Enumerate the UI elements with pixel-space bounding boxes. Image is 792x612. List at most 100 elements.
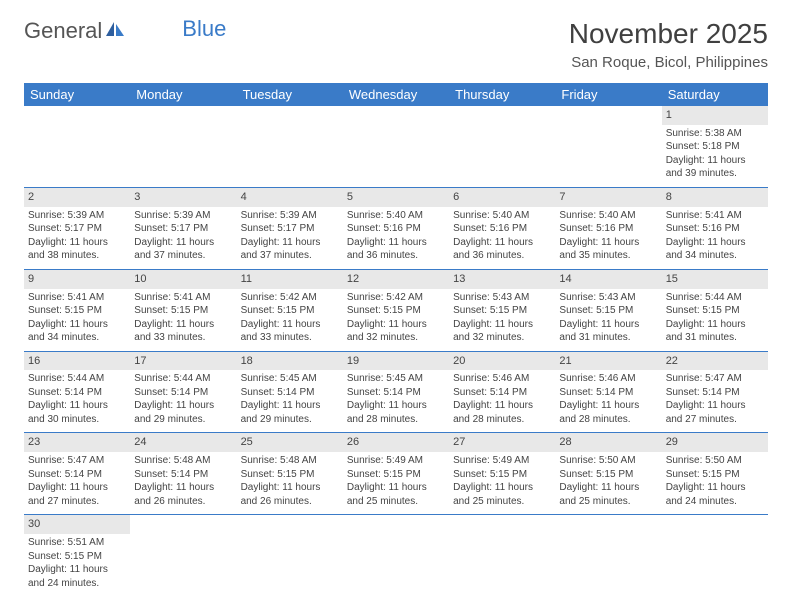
- daylight-text: Daylight: 11 hours and 37 minutes.: [134, 236, 232, 263]
- daylight-text: Daylight: 11 hours and 24 minutes.: [28, 563, 126, 590]
- day-number: 2: [24, 188, 130, 207]
- calendar-cell: 27 Sunrise: 5:49 AMSunset: 5:15 PMDayligh…: [449, 433, 555, 515]
- sunrise-text: Sunrise: 5:38 AM: [666, 127, 764, 141]
- sunset-text: Sunset: 5:15 PM: [453, 304, 551, 318]
- day-number: 17: [130, 352, 236, 371]
- sunrise-text: Sunrise: 5:47 AM: [666, 372, 764, 386]
- day-info: Sunrise: 5:43 AMSunset: 5:15 PMDaylight:…: [559, 291, 657, 345]
- day-info: Sunrise: 5:44 AMSunset: 5:15 PMDaylight:…: [666, 291, 764, 345]
- logo: General Blue: [24, 18, 226, 44]
- daylight-text: Daylight: 11 hours and 29 minutes.: [134, 399, 232, 426]
- logo-text-1: General: [24, 18, 102, 44]
- calendar-cell: [237, 106, 343, 187]
- calendar-cell: [343, 515, 449, 596]
- header: General Blue November 2025 San Roque, Bi…: [24, 18, 768, 71]
- sunset-text: Sunset: 5:14 PM: [559, 386, 657, 400]
- daylight-text: Daylight: 11 hours and 29 minutes.: [241, 399, 339, 426]
- calendar-table: SundayMondayTuesdayWednesdayThursdayFrid…: [24, 83, 768, 596]
- sunrise-text: Sunrise: 5:48 AM: [241, 454, 339, 468]
- calendar-row: 9Sunrise: 5:41 AMSunset: 5:15 PMDaylight…: [24, 269, 768, 351]
- sunrise-text: Sunrise: 5:47 AM: [28, 454, 126, 468]
- sunset-text: Sunset: 5:15 PM: [241, 304, 339, 318]
- sunset-text: Sunset: 5:16 PM: [559, 222, 657, 236]
- day-number: 22: [662, 352, 768, 371]
- sunrise-text: Sunrise: 5:49 AM: [347, 454, 445, 468]
- sunset-text: Sunset: 5:15 PM: [559, 468, 657, 482]
- day-number: 3: [130, 188, 236, 207]
- day-number: 18: [237, 352, 343, 371]
- daylight-text: Daylight: 11 hours and 39 minutes.: [666, 154, 764, 181]
- day-number: 5: [343, 188, 449, 207]
- day-number: 1: [662, 106, 768, 125]
- daylight-text: Daylight: 11 hours and 30 minutes.: [28, 399, 126, 426]
- calendar-cell: 7 Sunrise: 5:40 AMSunset: 5:16 PMDaylight…: [555, 187, 661, 269]
- sunset-text: Sunset: 5:14 PM: [134, 468, 232, 482]
- sunset-text: Sunset: 5:17 PM: [28, 222, 126, 236]
- day-header: Sunday: [24, 83, 130, 106]
- calendar-cell: [555, 106, 661, 187]
- day-number: 8: [662, 188, 768, 207]
- calendar-cell: 29Sunrise: 5:50 AMSunset: 5:15 PMDayligh…: [662, 433, 768, 515]
- day-info: Sunrise: 5:41 AMSunset: 5:15 PMDaylight:…: [28, 291, 126, 345]
- sunrise-text: Sunrise: 5:41 AM: [134, 291, 232, 305]
- sunset-text: Sunset: 5:14 PM: [453, 386, 551, 400]
- sunset-text: Sunset: 5:16 PM: [347, 222, 445, 236]
- title-block: November 2025 San Roque, Bicol, Philippi…: [569, 18, 768, 71]
- daylight-text: Daylight: 11 hours and 27 minutes.: [28, 481, 126, 508]
- daylight-text: Daylight: 11 hours and 27 minutes.: [666, 399, 764, 426]
- day-info: Sunrise: 5:51 AMSunset: 5:15 PMDaylight:…: [28, 536, 126, 590]
- sunset-text: Sunset: 5:14 PM: [666, 386, 764, 400]
- day-info: Sunrise: 5:48 AMSunset: 5:15 PMDaylight:…: [241, 454, 339, 508]
- calendar-cell: [662, 515, 768, 596]
- sunrise-text: Sunrise: 5:44 AM: [666, 291, 764, 305]
- sunset-text: Sunset: 5:15 PM: [134, 304, 232, 318]
- sunset-text: Sunset: 5:16 PM: [453, 222, 551, 236]
- daylight-text: Daylight: 11 hours and 34 minutes.: [28, 318, 126, 345]
- day-info: Sunrise: 5:49 AMSunset: 5:15 PMDaylight:…: [453, 454, 551, 508]
- calendar-cell: 15Sunrise: 5:44 AMSunset: 5:15 PMDayligh…: [662, 269, 768, 351]
- sunset-text: Sunset: 5:15 PM: [28, 550, 126, 564]
- day-info: Sunrise: 5:38 AMSunset: 5:18 PMDaylight:…: [666, 127, 764, 181]
- calendar-cell: 16Sunrise: 5:44 AMSunset: 5:14 PMDayligh…: [24, 351, 130, 433]
- sunrise-text: Sunrise: 5:42 AM: [347, 291, 445, 305]
- sunrise-text: Sunrise: 5:39 AM: [241, 209, 339, 223]
- sunset-text: Sunset: 5:14 PM: [134, 386, 232, 400]
- sunset-text: Sunset: 5:15 PM: [28, 304, 126, 318]
- daylight-text: Daylight: 11 hours and 36 minutes.: [347, 236, 445, 263]
- day-info: Sunrise: 5:40 AMSunset: 5:16 PMDaylight:…: [559, 209, 657, 263]
- daylight-text: Daylight: 11 hours and 26 minutes.: [134, 481, 232, 508]
- calendar-cell: 20Sunrise: 5:46 AMSunset: 5:14 PMDayligh…: [449, 351, 555, 433]
- day-info: Sunrise: 5:47 AMSunset: 5:14 PMDaylight:…: [666, 372, 764, 426]
- daylight-text: Daylight: 11 hours and 37 minutes.: [241, 236, 339, 263]
- daylight-text: Daylight: 11 hours and 28 minutes.: [347, 399, 445, 426]
- day-header: Tuesday: [237, 83, 343, 106]
- sunset-text: Sunset: 5:15 PM: [666, 468, 764, 482]
- sunset-text: Sunset: 5:14 PM: [28, 468, 126, 482]
- sunrise-text: Sunrise: 5:45 AM: [241, 372, 339, 386]
- day-number: 16: [24, 352, 130, 371]
- daylight-text: Daylight: 11 hours and 32 minutes.: [453, 318, 551, 345]
- day-number: 27: [449, 433, 555, 452]
- calendar-cell: 8Sunrise: 5:41 AMSunset: 5:16 PMDaylight…: [662, 187, 768, 269]
- calendar-row: 1 Sunrise: 5:38 AMSunset: 5:18 PMDaylight…: [24, 106, 768, 187]
- calendar-cell: 12Sunrise: 5:42 AMSunset: 5:15 PMDayligh…: [343, 269, 449, 351]
- day-number: 30: [24, 515, 130, 534]
- sunrise-text: Sunrise: 5:41 AM: [666, 209, 764, 223]
- day-number: 29: [662, 433, 768, 452]
- day-info: Sunrise: 5:45 AMSunset: 5:14 PMDaylight:…: [347, 372, 445, 426]
- daylight-text: Daylight: 11 hours and 34 minutes.: [666, 236, 764, 263]
- day-number: 25: [237, 433, 343, 452]
- calendar-cell: 10Sunrise: 5:41 AMSunset: 5:15 PMDayligh…: [130, 269, 236, 351]
- day-info: Sunrise: 5:42 AMSunset: 5:15 PMDaylight:…: [241, 291, 339, 345]
- calendar-cell: 28Sunrise: 5:50 AMSunset: 5:15 PMDayligh…: [555, 433, 661, 515]
- calendar-cell: 3Sunrise: 5:39 AMSunset: 5:17 PMDaylight…: [130, 187, 236, 269]
- calendar-cell: [449, 106, 555, 187]
- day-number: 7: [555, 188, 661, 207]
- day-header: Thursday: [449, 83, 555, 106]
- day-number: 24: [130, 433, 236, 452]
- sunset-text: Sunset: 5:15 PM: [347, 468, 445, 482]
- day-number: 23: [24, 433, 130, 452]
- day-header: Wednesday: [343, 83, 449, 106]
- daylight-text: Daylight: 11 hours and 31 minutes.: [666, 318, 764, 345]
- sunset-text: Sunset: 5:17 PM: [134, 222, 232, 236]
